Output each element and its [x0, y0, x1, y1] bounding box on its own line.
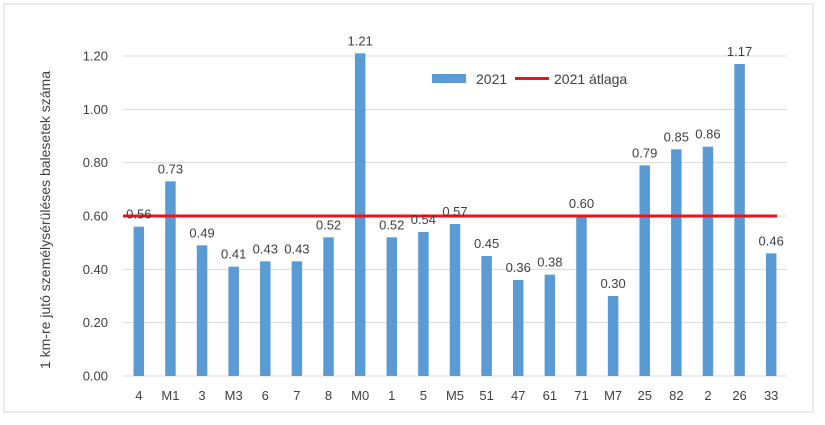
bar — [576, 216, 587, 376]
data-label: 0.52 — [379, 217, 404, 232]
x-tick-label: 2 — [704, 388, 711, 403]
data-label: 0.30 — [600, 276, 625, 291]
y-axis-title: 1 km-re jutó személysérüléses balesetek … — [37, 71, 53, 369]
y-tick-label: 0.20 — [83, 315, 108, 330]
bar — [133, 226, 145, 376]
x-tick-label: M3 — [225, 388, 243, 403]
data-labels: 0.56 0.73 0.49 0.41 0.43 0.43 0.52 1.21 0.52 0.54… — [126, 33, 784, 291]
bar — [165, 181, 176, 376]
bar — [291, 261, 303, 376]
x-tick-label: M7 — [604, 388, 622, 403]
x-tick-label: M5 — [446, 388, 464, 403]
data-label: 0.41 — [221, 247, 246, 262]
bar — [544, 274, 556, 376]
bar — [671, 149, 682, 376]
x-tick-label: 4 — [135, 388, 142, 403]
data-label: 0.49 — [189, 225, 214, 240]
x-tick-label: 1 — [388, 388, 395, 403]
bar — [639, 165, 650, 376]
x-tick-label: 3 — [198, 388, 205, 403]
x-tick-label: M1 — [161, 388, 179, 403]
x-tick-label: 25 — [637, 388, 651, 403]
x-tick-label: 71 — [574, 388, 588, 403]
legend-label-bar: 2021 — [476, 71, 507, 87]
data-label: 0.43 — [253, 241, 278, 256]
data-label: 0.56 — [126, 207, 151, 222]
data-label: 0.79 — [632, 145, 657, 160]
bar — [196, 245, 208, 376]
bar — [765, 253, 777, 376]
y-tick-label: 1.20 — [83, 49, 108, 64]
data-label: 0.38 — [537, 255, 562, 270]
data-label: 0.46 — [759, 233, 784, 248]
bar — [449, 224, 461, 376]
x-tick-label: 82 — [669, 388, 683, 403]
bar — [734, 64, 745, 376]
data-label: 0.54 — [411, 212, 436, 227]
data-label: 0.85 — [664, 129, 689, 144]
data-label: 0.57 — [442, 204, 467, 219]
x-tick-label: 33 — [764, 388, 778, 403]
x-tick-label: 51 — [479, 388, 493, 403]
y-tick-label: 0.00 — [83, 369, 108, 384]
data-label: 0.52 — [316, 217, 341, 232]
x-axis-ticks: 4 M1 3 M3 6 7 8 M0 1 5 M5 51 47 61 71 M7 25 82 2 26 33 — [135, 388, 778, 403]
x-tick-label: 8 — [325, 388, 332, 403]
bar — [702, 146, 714, 376]
data-label: 0.43 — [284, 241, 309, 256]
bar — [481, 256, 492, 376]
y-tick-label: 1.00 — [83, 102, 108, 117]
data-label: 0.36 — [506, 260, 531, 275]
data-label: 0.86 — [695, 127, 720, 142]
y-axis-ticks: 0.00 0.20 0.40 0.60 0.80 1.00 1.20 — [83, 49, 108, 384]
legend: 2021 2021 átlaga — [432, 71, 627, 87]
bar — [607, 296, 619, 376]
x-tick-label: 7 — [293, 388, 300, 403]
bar — [323, 237, 334, 376]
data-label: 1.17 — [727, 44, 752, 59]
x-tick-label: 26 — [732, 388, 746, 403]
y-tick-label: 0.80 — [83, 155, 108, 170]
data-label: 0.45 — [474, 236, 499, 251]
y-tick-label: 0.60 — [83, 209, 108, 224]
data-label: 0.73 — [158, 161, 183, 176]
y-tick-label: 0.40 — [83, 262, 108, 277]
x-tick-label: M0 — [351, 388, 369, 403]
x-tick-label: 5 — [420, 388, 427, 403]
data-label: 0.60 — [569, 196, 594, 211]
bar — [512, 280, 524, 376]
bar — [386, 237, 398, 376]
legend-swatch-bar — [432, 74, 466, 83]
legend-label-line: 2021 átlaga — [554, 71, 627, 87]
x-tick-label: 6 — [262, 388, 269, 403]
x-tick-label: 47 — [511, 388, 525, 403]
bar — [418, 232, 429, 376]
bar — [260, 261, 271, 376]
data-label: 1.21 — [347, 33, 372, 48]
bar — [228, 266, 239, 376]
x-tick-label: 61 — [543, 388, 557, 403]
